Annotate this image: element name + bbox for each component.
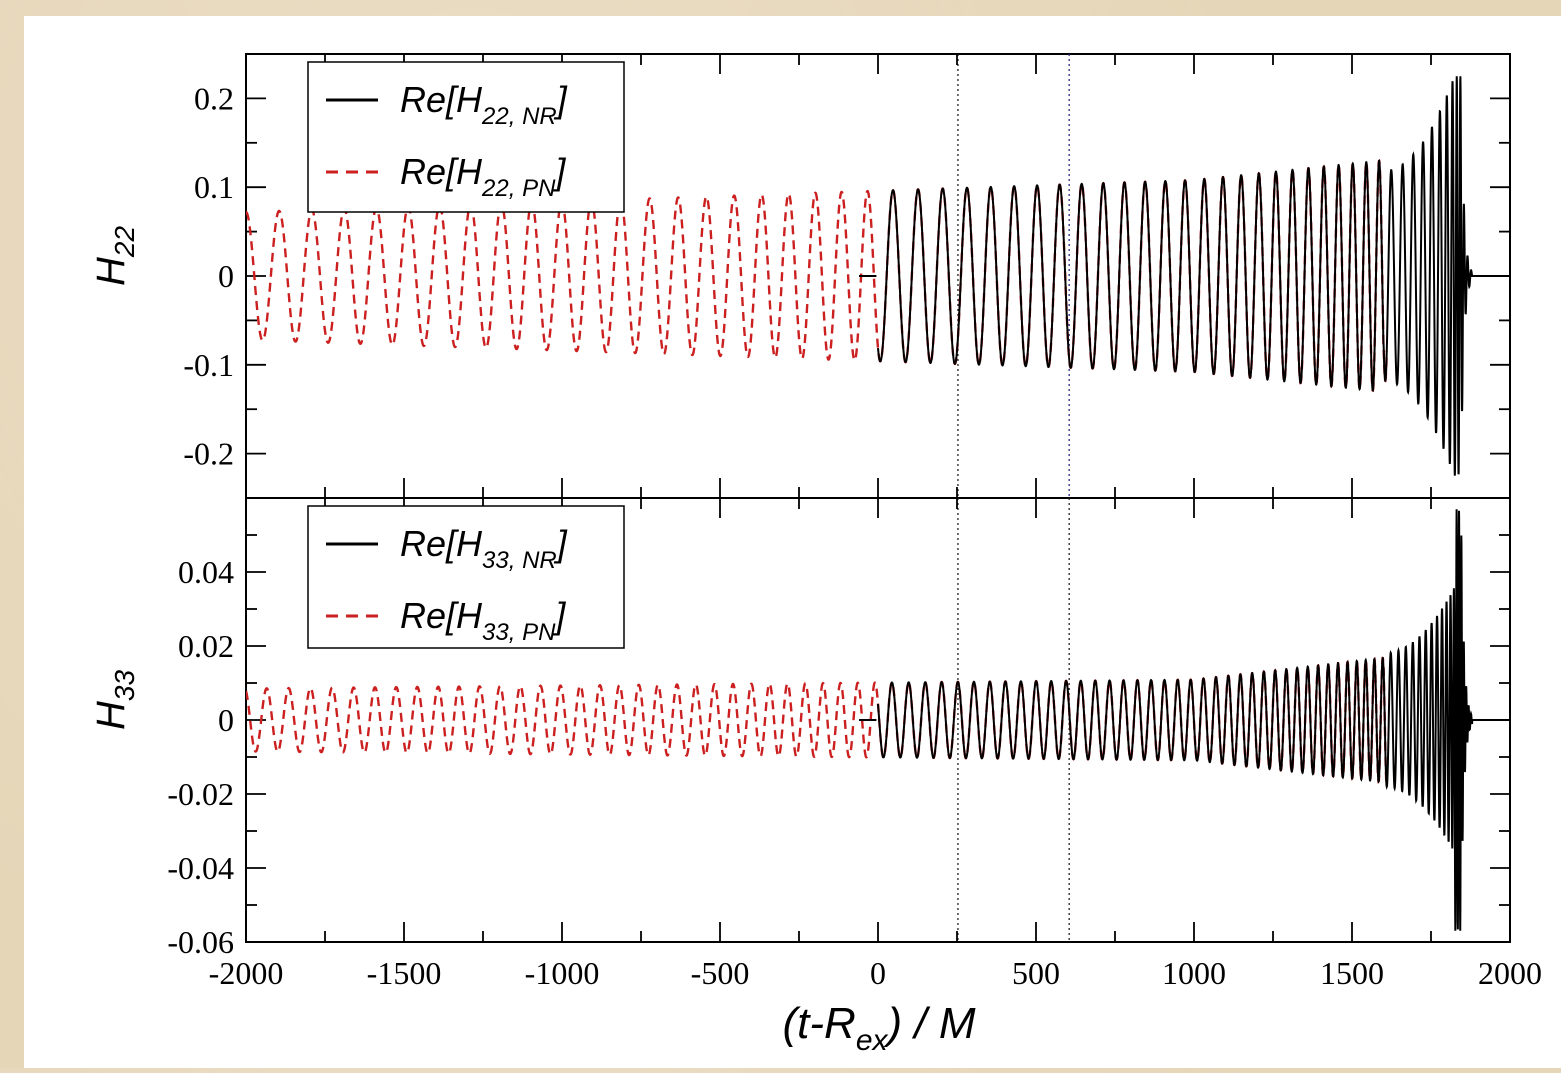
y-tick-label: 0.04 xyxy=(178,554,234,590)
x-tick-label: -2000 xyxy=(209,955,284,991)
x-tick-label: 1000 xyxy=(1162,955,1226,991)
legend-label-main: Re[H xyxy=(400,151,483,192)
legend-box xyxy=(307,61,625,213)
x-axis-labels: -2000 -1500 -1000 -500 0 500 1000 1500 2000 (t-Re… xyxy=(209,955,1542,1057)
legend-label-subscript: 22, NR xyxy=(481,103,557,130)
legend-label-subscript: 33, PN xyxy=(482,619,556,646)
legend-label-main: Re[H xyxy=(400,523,483,564)
legend-label-main: Re[H xyxy=(400,595,483,636)
x-tick-label: -500 xyxy=(691,955,750,991)
legend-label-end: ] xyxy=(554,523,568,564)
x-tick-label: 2000 xyxy=(1478,955,1542,991)
y-tick-label: 0.02 xyxy=(178,628,234,664)
x-axis-label-subscript: ex xyxy=(856,1024,889,1057)
x-tick-label: 0 xyxy=(870,955,886,991)
figure: 0.2 0.1 0 -0.1 -0.2 H22 Re[H22, NR] Re[H22, PN]… xyxy=(24,16,1561,1068)
legend-label-subscript: 22, PN xyxy=(481,175,556,202)
y-tick-label: -0.06 xyxy=(167,924,234,960)
x-axis-label-end: ) / M xyxy=(883,999,976,1048)
legend-label: Re[H22, PN] xyxy=(400,151,566,202)
x-axis-label: (t-Rex) / M xyxy=(783,999,976,1057)
legend-label: Re[H33, NR] xyxy=(400,523,568,574)
x-tick-label: 500 xyxy=(1012,955,1060,991)
y-tick-label: 0.1 xyxy=(194,169,234,205)
series-nr xyxy=(877,76,1510,476)
legend-label-end: ] xyxy=(552,595,566,636)
y-tick-label: 0 xyxy=(218,702,234,738)
legend-label-subscript: 33, NR xyxy=(482,547,557,574)
y-tick-label: -0.02 xyxy=(167,776,234,812)
y-tick-label: 0 xyxy=(218,258,234,294)
x-tick-label: 1500 xyxy=(1320,955,1384,991)
legend-label: Re[H33, PN] xyxy=(400,595,566,646)
x-tick-label: -1500 xyxy=(367,955,442,991)
y-tick-label: 0.2 xyxy=(194,80,234,116)
y-axis-label-subscript: 22 xyxy=(109,226,140,259)
x-tick-label: -1000 xyxy=(525,955,600,991)
y-axis-label-main: H xyxy=(89,257,133,286)
legend-box xyxy=(307,505,625,649)
y-tick-label: -0.04 xyxy=(167,850,234,886)
legend-label-end: ] xyxy=(552,151,566,192)
y-tick-label: -0.1 xyxy=(183,347,234,383)
y-axis-label-main: H xyxy=(89,701,133,730)
legend-label-main: Re[H xyxy=(400,79,483,120)
y-axis-label: H22 xyxy=(89,226,140,286)
legend-label: Re[H22, NR] xyxy=(400,79,568,130)
x-axis-label-main: (t-R xyxy=(783,999,856,1048)
y-axis-label: H33 xyxy=(89,670,140,730)
legend-label-end: ] xyxy=(554,79,568,120)
series-nr xyxy=(877,509,1510,931)
y-tick-label: -0.2 xyxy=(183,436,234,472)
y-axis-label-subscript: 33 xyxy=(109,670,140,702)
